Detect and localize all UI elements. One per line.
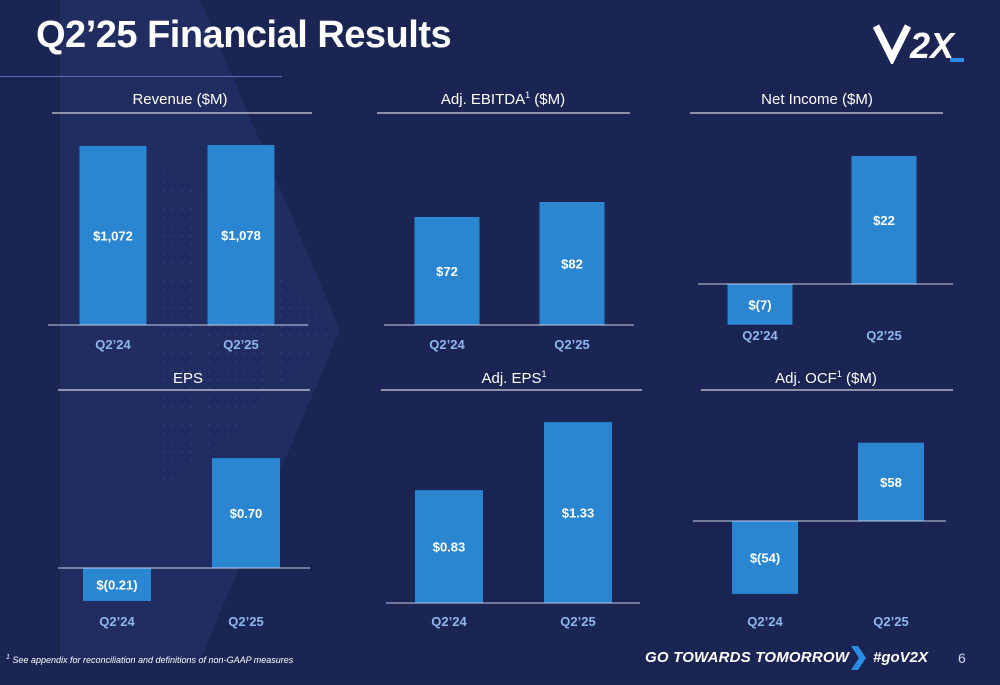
data-label: $0.70: [230, 506, 263, 521]
bar-q2-25: [858, 442, 924, 521]
footnote: 1 See appendix for reconciliation and de…: [6, 654, 294, 665]
bar-q2-24: [414, 217, 480, 325]
x-tick-label: Q2’25: [223, 337, 258, 352]
page-title: Q2’25 Financial Results: [36, 14, 452, 56]
data-label: $22: [873, 213, 895, 228]
chart-title: Adj. OCF1 ($M): [775, 369, 877, 387]
x-tick-label: Q2’25: [873, 614, 908, 629]
x-tick-label: Q2’25: [554, 337, 589, 352]
bar-q2-25: [539, 202, 605, 325]
svg-text:2X: 2X: [909, 25, 956, 64]
bar-q2-25: [851, 155, 917, 284]
chevron-right-icon: [851, 646, 866, 670]
data-label: $58: [880, 475, 902, 490]
hashtag: #goV2X: [873, 649, 929, 666]
bar-q2-24: [79, 145, 147, 325]
page-number: 6: [958, 650, 966, 666]
bar-q2-24: [727, 284, 793, 325]
chart-title: Revenue ($M): [132, 91, 227, 108]
x-tick-label: Q2’24: [742, 328, 778, 343]
x-tick-label: Q2’24: [95, 337, 131, 352]
title-underline: [0, 76, 282, 77]
data-label: $72: [436, 264, 458, 279]
footnote-text: See appendix for reconciliation and defi…: [12, 655, 294, 665]
chart-title: Net Income ($M): [761, 91, 873, 108]
bar-q2-25: [544, 422, 612, 603]
x-tick-label: Q2’25: [228, 614, 263, 629]
chart-title: Adj. EBITDA1 ($M): [441, 90, 565, 108]
bar-q2-25: [207, 144, 275, 325]
bar-q2-25: [212, 458, 280, 568]
data-label: $1.33: [562, 506, 595, 521]
x-tick-label: Q2’24: [99, 614, 135, 629]
data-label: $82: [561, 257, 583, 272]
chart-title: Adj. EPS1: [481, 369, 546, 387]
x-tick-label: Q2’24: [431, 614, 467, 629]
data-label: $0.83: [433, 540, 466, 555]
x-tick-label: Q2’24: [429, 337, 465, 352]
data-label: $1,078: [221, 228, 261, 243]
x-tick-label: Q2’25: [866, 328, 901, 343]
chart-title: EPS: [173, 370, 203, 387]
bar-q2-24: [732, 521, 798, 594]
data-label: $(7): [748, 297, 771, 312]
data-label: $(0.21): [96, 577, 137, 592]
x-tick-label: Q2’25: [560, 614, 595, 629]
x-tick-label: Q2’24: [747, 614, 783, 629]
bar-q2-24: [83, 568, 151, 601]
tagline: GO TOWARDS TOMORROW: [645, 649, 850, 666]
data-label: $(54): [750, 550, 780, 565]
data-label: $1,072: [93, 228, 133, 243]
bar-q2-24: [415, 490, 483, 603]
v2x-logo: 2X: [872, 24, 964, 64]
